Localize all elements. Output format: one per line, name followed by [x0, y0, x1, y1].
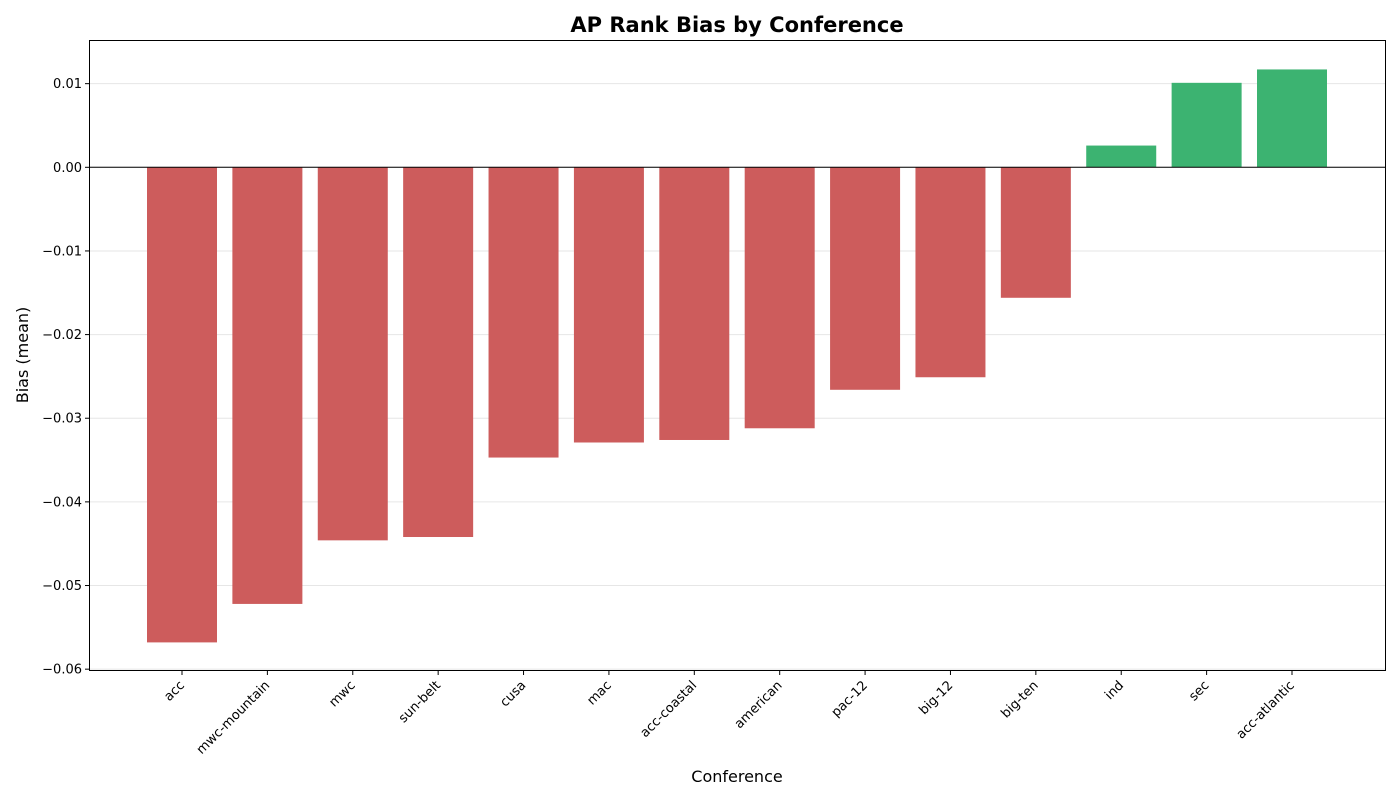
x-tick-label: acc-coastal	[638, 678, 701, 741]
x-tick-label: mwc	[326, 678, 358, 710]
y-axis-title: Bias (mean)	[13, 307, 32, 404]
bar-mac	[573, 167, 644, 443]
x-tick-label: acc	[161, 678, 187, 704]
bar-sun-belt	[403, 167, 474, 538]
y-tick-label: 0.01	[53, 77, 82, 92]
y-tick-label: −0.02	[42, 328, 82, 343]
bar-pac-12	[830, 167, 901, 390]
bar-acc	[147, 167, 217, 643]
x-tick-label: ind	[1102, 678, 1127, 703]
bar-sec	[1171, 82, 1242, 168]
y-tick-label: −0.05	[42, 579, 82, 594]
x-tick-label: mac	[585, 678, 615, 708]
bar-acc-coastal	[659, 167, 730, 440]
x-axis-ticks: acc mwc-mountain mwc sun-belt cusa mac acc-coa…	[161, 670, 1298, 758]
x-tick-label: sun-belt	[396, 678, 444, 726]
y-tick-label: −0.03	[42, 412, 82, 427]
x-axis-title: Conference	[691, 767, 782, 786]
x-tick-label: big-12	[916, 678, 956, 718]
x-tick-label: pac-12	[829, 678, 871, 720]
x-tick-label: acc-atlantic	[1234, 678, 1298, 742]
plot-frame	[89, 40, 1386, 671]
y-tick-label: −0.04	[42, 495, 82, 510]
x-tick-label: cusa	[497, 678, 529, 710]
bar-cusa	[488, 167, 559, 458]
y-tick-label: −0.01	[42, 244, 82, 259]
y-tick-label: 0.00	[53, 161, 82, 176]
chart-title: AP Rank Bias by Conference	[570, 13, 903, 37]
x-tick-label: american	[732, 678, 786, 732]
x-tick-label: sec	[1186, 678, 1212, 704]
x-tick-label: mwc-mountain	[194, 678, 273, 757]
x-tick-label: big-ten	[998, 678, 1041, 721]
bar-american	[744, 167, 815, 429]
bar-mwc-mountain	[232, 167, 303, 604]
bar-acc-atlantic	[1257, 69, 1327, 168]
bar-mwc	[317, 167, 388, 541]
bar-big-ten	[1000, 167, 1071, 298]
bar-ind	[1086, 145, 1157, 168]
bar-big-12	[915, 167, 986, 378]
y-axis-ticks: 0.01 0.00 −0.01 −0.02 −0.03 −0.04 −0.05 −0.06	[42, 77, 90, 678]
bars	[90, 69, 1385, 643]
y-tick-label: −0.06	[42, 663, 82, 678]
